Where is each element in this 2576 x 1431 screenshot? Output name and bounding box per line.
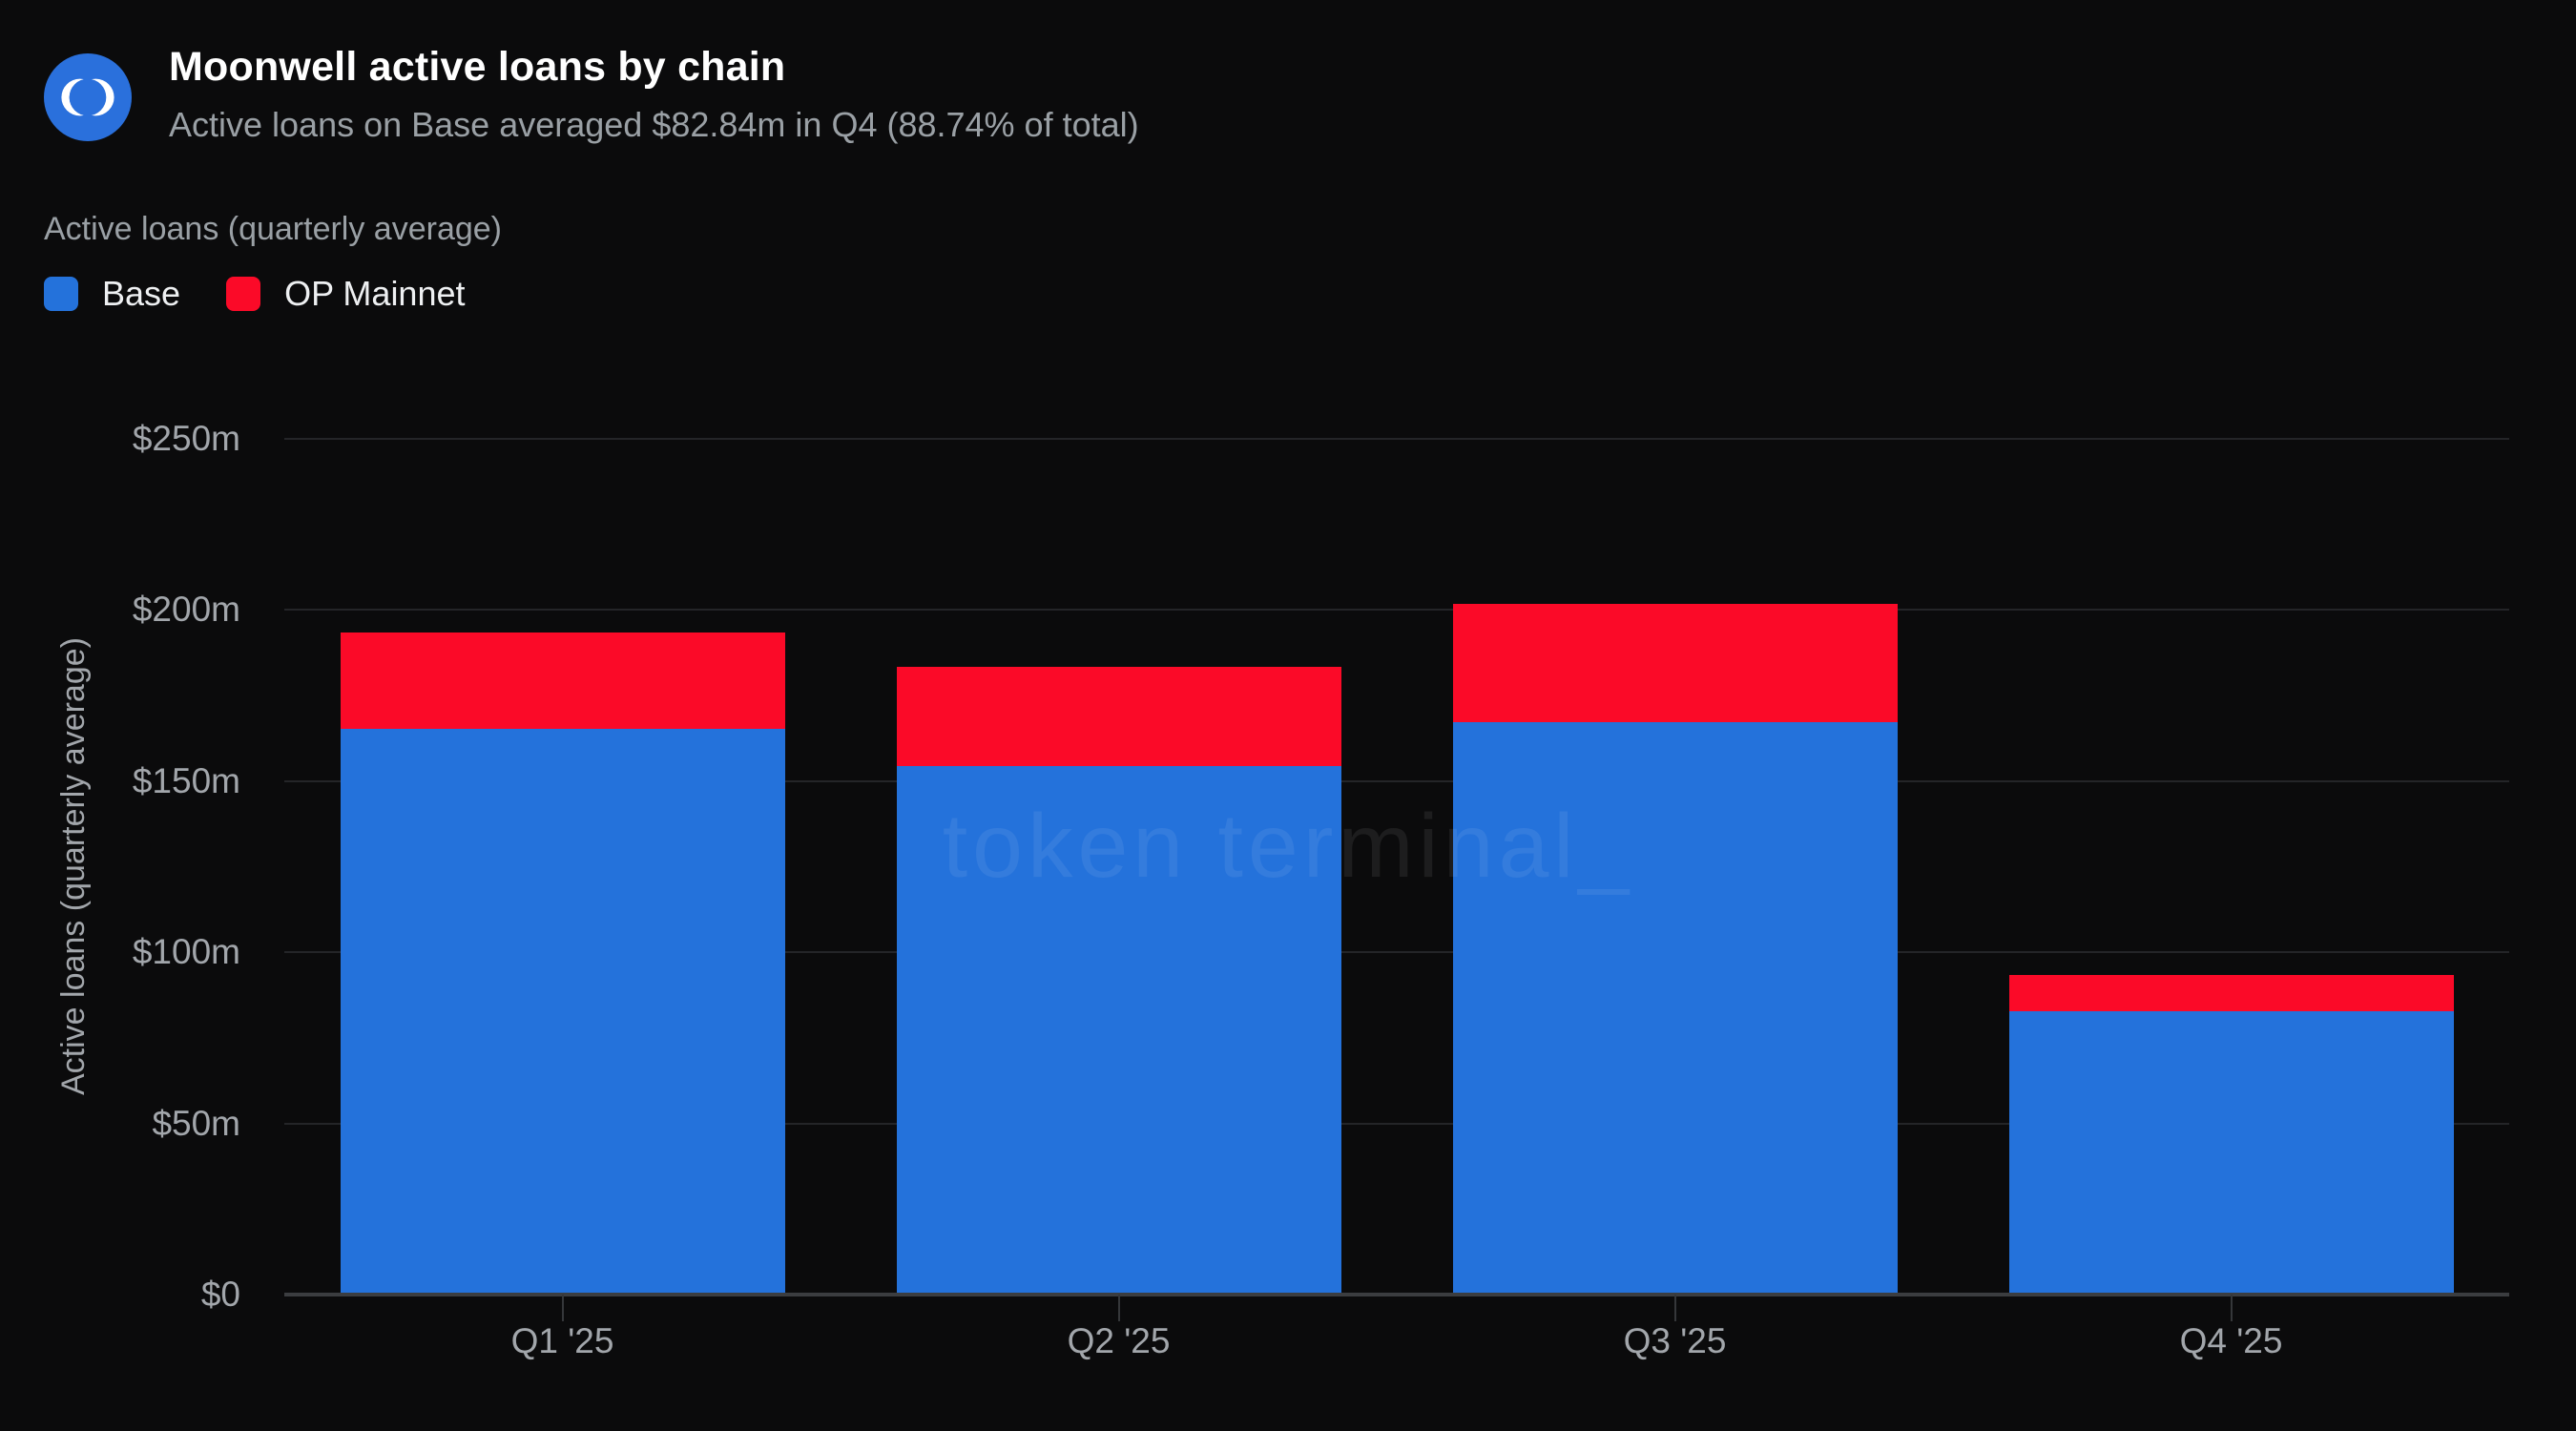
moonwell-logo (44, 53, 132, 141)
x-tick-label-q4-25: Q4 '25 (2179, 1321, 2283, 1360)
gridline-150m (284, 779, 2509, 782)
x-tick-label-q1-25: Q1 '25 (510, 1321, 614, 1360)
token-terminal-watermark: token terminal_ (942, 796, 1634, 897)
bar-segment-op-mainnet-q4-25[interactable] (2008, 974, 2454, 1011)
y-axis-title: Active loans (quarterly average) (55, 637, 92, 1096)
page-title: Moonwell active loans by chain (169, 44, 786, 90)
bar-segment-op-mainnet-q2-25[interactable] (896, 666, 1341, 766)
bar-segment-op-mainnet-q1-25[interactable] (340, 632, 785, 729)
x-axis-tick-q3-25 (1673, 1295, 1676, 1321)
bar-segment-base-q3-25[interactable] (1452, 721, 1898, 1295)
bar-segment-base-q1-25[interactable] (340, 728, 785, 1295)
y-tick-label-150m: $150m (132, 760, 240, 800)
gridline-100m (284, 951, 2509, 954)
x-axis-tick-q1-25 (561, 1295, 564, 1321)
legend-item-label: OP Mainnet (284, 274, 466, 313)
bar-segment-base-q4-25[interactable] (2008, 1010, 2454, 1295)
bar-segment-base-q2-25[interactable] (896, 765, 1341, 1295)
legend: Base OP Mainnet (44, 275, 466, 313)
gridline-200m (284, 609, 2509, 612)
legend-item-label: Base (102, 274, 181, 313)
x-tick-label-q2-25: Q2 '25 (1067, 1321, 1171, 1360)
legend-series-label: Active loans (quarterly average) (44, 211, 503, 247)
gridline-50m (284, 1122, 2509, 1125)
x-axis-tick-q2-25 (1117, 1295, 1120, 1321)
x-axis-tick-q4-25 (2230, 1295, 2233, 1321)
base-swatch-icon (44, 277, 78, 311)
legend-item-base[interactable]: Base (44, 275, 180, 313)
bar-segment-op-mainnet-q3-25[interactable] (1452, 603, 1898, 722)
page-subtitle: Active loans on Base averaged $82.84m in… (169, 105, 1139, 144)
y-tick-label-50m: $50m (152, 1103, 240, 1143)
y-tick-label-250m: $250m (132, 419, 240, 458)
y-tick-label-0: $0 (200, 1275, 240, 1314)
x-axis-line (284, 1293, 2509, 1296)
gridline-250m (284, 438, 2509, 440)
x-tick-label-q3-25: Q3 '25 (1623, 1321, 1727, 1360)
y-tick-label-200m: $200m (132, 590, 240, 630)
y-tick-label-100m: $100m (132, 932, 240, 972)
op-mainnet-swatch-icon (226, 277, 261, 311)
legend-item-op-mainnet[interactable]: OP Mainnet (226, 274, 466, 313)
